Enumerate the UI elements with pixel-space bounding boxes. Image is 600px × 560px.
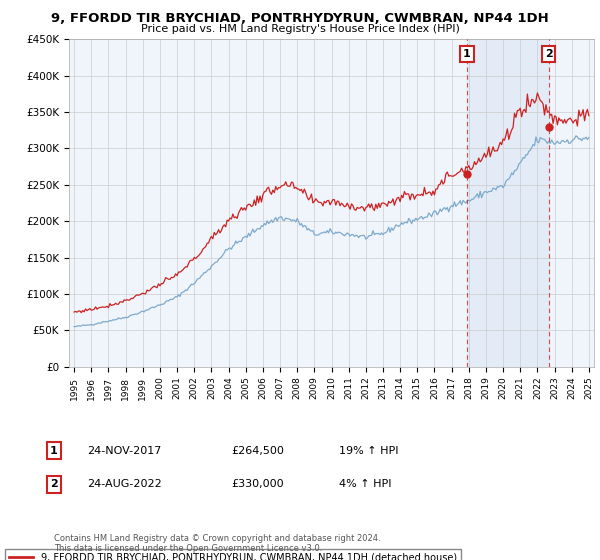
- Text: 19% ↑ HPI: 19% ↑ HPI: [339, 446, 398, 456]
- Text: 2: 2: [50, 479, 58, 489]
- Text: 2: 2: [545, 49, 553, 59]
- Text: 24-NOV-2017: 24-NOV-2017: [87, 446, 161, 456]
- Text: Contains HM Land Registry data © Crown copyright and database right 2024.
This d: Contains HM Land Registry data © Crown c…: [54, 534, 380, 553]
- Text: 9, FFORDD TIR BRYCHIAD, PONTRHYDYRUN, CWMBRAN, NP44 1DH: 9, FFORDD TIR BRYCHIAD, PONTRHYDYRUN, CW…: [51, 12, 549, 25]
- Text: £264,500: £264,500: [231, 446, 284, 456]
- Text: 1: 1: [50, 446, 58, 456]
- Bar: [467, 39, 548, 367]
- Text: 1: 1: [463, 49, 471, 59]
- Text: Price paid vs. HM Land Registry's House Price Index (HPI): Price paid vs. HM Land Registry's House …: [140, 24, 460, 34]
- Legend: 9, FFORDD TIR BRYCHIAD, PONTRHYDYRUN, CWMBRAN, NP44 1DH (detached house), HPI: A: 9, FFORDD TIR BRYCHIAD, PONTRHYDYRUN, CW…: [5, 549, 461, 560]
- Text: 4% ↑ HPI: 4% ↑ HPI: [339, 479, 391, 489]
- Text: 24-AUG-2022: 24-AUG-2022: [87, 479, 162, 489]
- Text: £330,000: £330,000: [231, 479, 284, 489]
